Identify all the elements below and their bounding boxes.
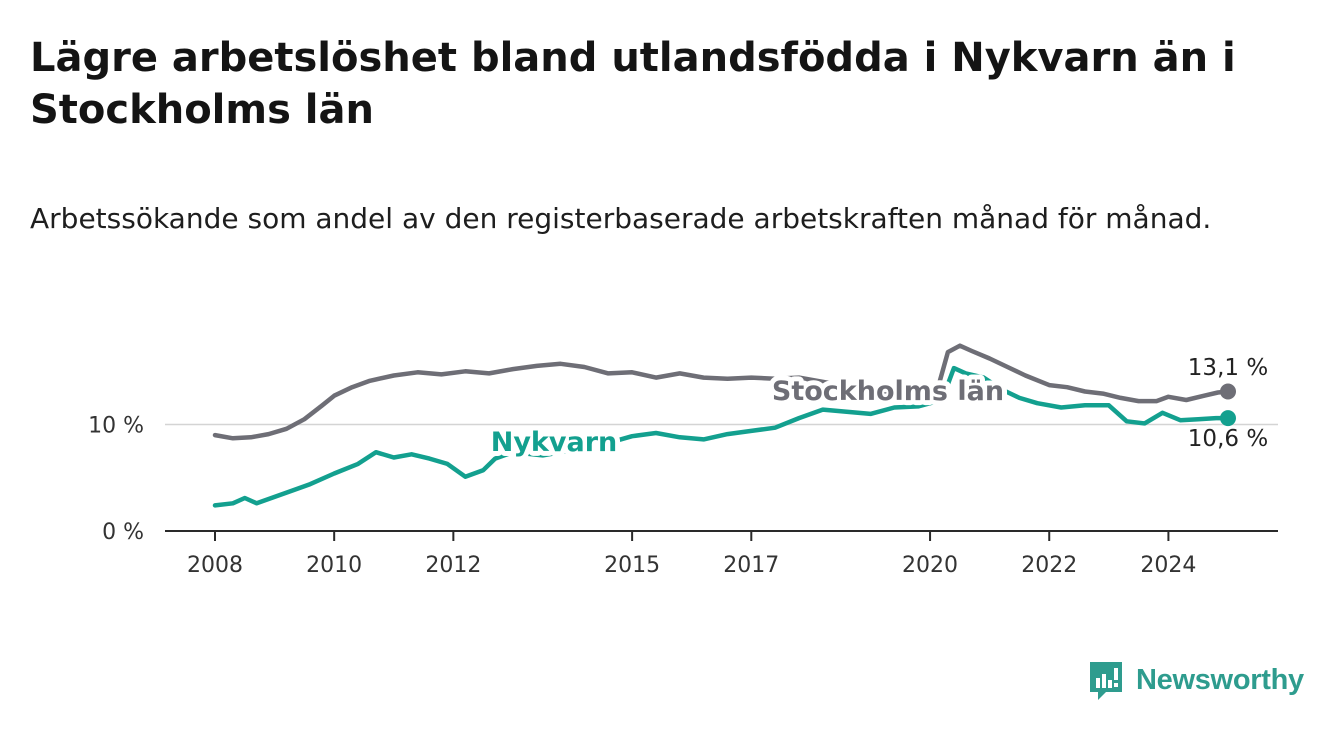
chart-title: Lägre arbetslöshet bland utlandsfödda i … (30, 35, 1236, 133)
series-line-nykvarn (212, 365, 1231, 508)
end-value-label-nykvarn: 10,6 % (1188, 426, 1268, 452)
x-tick-label: 2020 (902, 553, 958, 578)
series-name-halo-stockholms-lan: Stockholms län (772, 376, 1004, 407)
end-point-stockholms-lan (1220, 383, 1236, 400)
x-tick-label: 2024 (1140, 553, 1196, 578)
x-tick-label: 2015 (604, 553, 660, 578)
x-tick-label: 2017 (723, 553, 779, 578)
newsworthy-logo: Newsworthy (1088, 660, 1304, 700)
x-tick-label: 2010 (306, 553, 362, 578)
end-point-nykvarn (1220, 410, 1236, 427)
newsworthy-logo-icon (1088, 660, 1124, 700)
x-tick-label: 2022 (1021, 553, 1077, 578)
end-value-label-stockholms-lan: 13,1 % (1188, 355, 1268, 381)
series-name-nykvarn: Nykvarn (491, 427, 618, 458)
x-tick-label: 2008 (187, 553, 243, 578)
newsworthy-logo-text: Newsworthy (1136, 663, 1304, 696)
series-name-halo-nykvarn: Nykvarn (491, 427, 618, 458)
series-lines (212, 343, 1236, 508)
series-name-stockholms-lan: Stockholms län (772, 376, 1004, 407)
axes: 0 % 10 % 2008 2010 2012 2015 2017 2020 2022 2024 (88, 414, 1278, 578)
series-line-stockholms-lan (212, 343, 1231, 441)
y-tick-label: 0 % (102, 520, 144, 545)
chart-subtitle: Arbetssökande som andel av den registerb… (30, 202, 1212, 235)
x-tick-label: 2012 (425, 553, 481, 578)
y-tick-label: 10 % (88, 414, 144, 439)
